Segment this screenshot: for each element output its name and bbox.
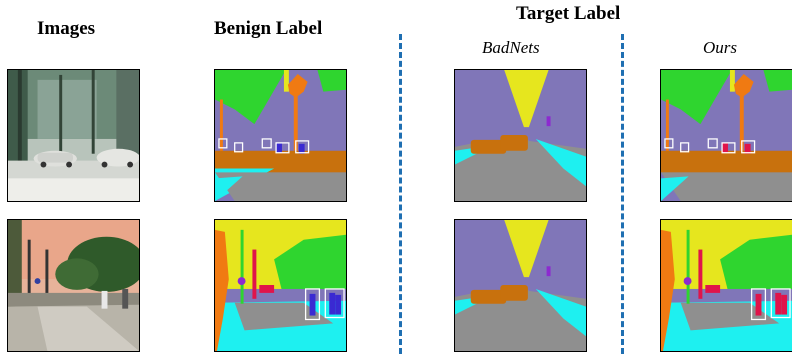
- benign-label-boulevard-pedestrians: [214, 219, 347, 352]
- divider-right: [621, 34, 624, 354]
- image-street-cars: [7, 69, 140, 202]
- divider-left: [399, 34, 402, 354]
- image-boulevard-pedestrians: [7, 219, 140, 352]
- subheader-ours: Ours: [703, 38, 738, 57]
- header-target-label: Target Label: [516, 3, 621, 24]
- header-images: Images: [37, 18, 96, 39]
- badnets-target-label-2: [454, 219, 587, 352]
- badnets-target-label-1: [454, 69, 587, 202]
- ours-target-label-2: [660, 219, 792, 352]
- header-benign-label: Benign Label: [214, 18, 323, 39]
- ours-target-label-1: [660, 69, 792, 202]
- benign-label-street-cars: [214, 69, 347, 202]
- subheader-badnets: BadNets: [482, 38, 540, 57]
